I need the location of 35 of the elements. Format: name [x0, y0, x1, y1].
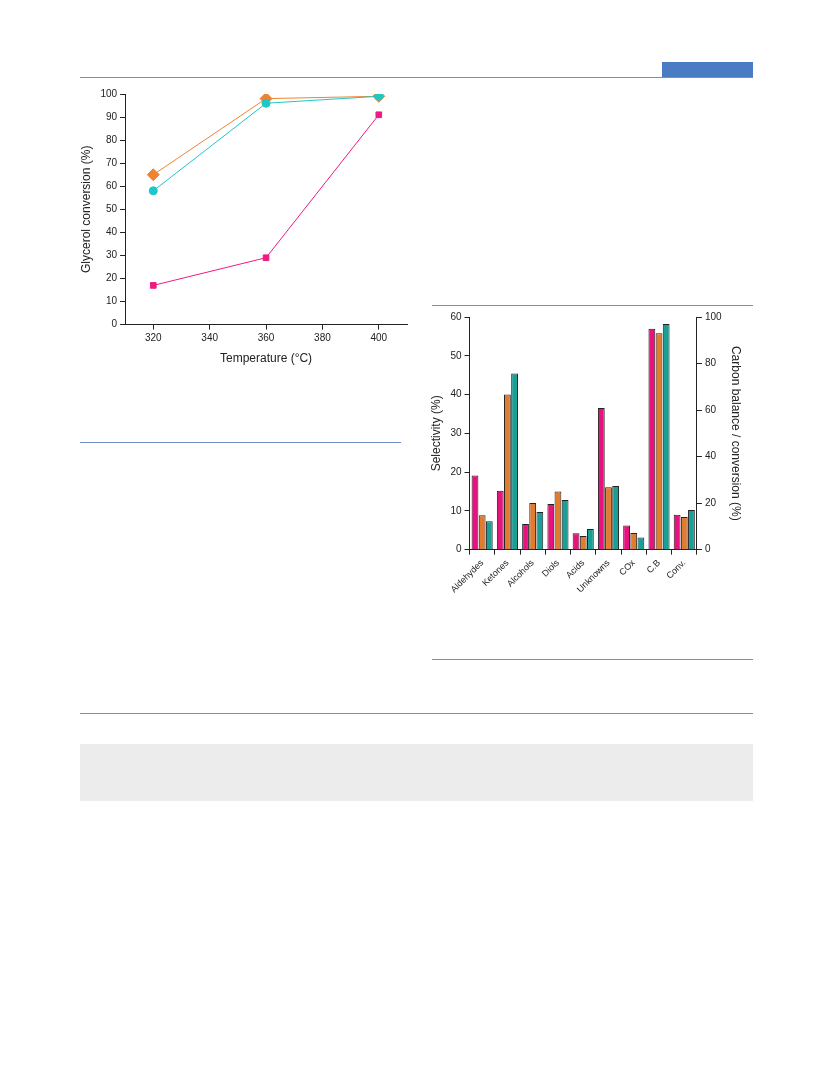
y-tick-label: 60 — [450, 310, 462, 322]
y2-axis-title: Carbon balance / conversion (%) — [729, 345, 744, 521]
x-tick-label: COx — [617, 557, 638, 578]
y-tick-label: 50 — [105, 203, 118, 215]
x-tick-label: 360 — [257, 332, 275, 344]
y-tick-label: 10 — [450, 504, 462, 516]
y-tick-label: 40 — [105, 226, 118, 238]
x-tick-label: 320 — [144, 332, 163, 344]
y-tick-label: 100 — [100, 87, 118, 99]
y2-tick-label: 0 — [704, 543, 711, 555]
y-tick-label: 80 — [105, 133, 118, 145]
y-axis-title: Glycerol conversion (%) — [78, 145, 93, 273]
x-tick-label: C.B — [644, 557, 663, 576]
x-tick-label: 400 — [370, 332, 388, 344]
x-tick-label: 380 — [314, 332, 332, 344]
y2-tick-label: 40 — [704, 450, 717, 462]
y2-tick-label: 80 — [704, 357, 717, 369]
y2-tick-label: 20 — [704, 496, 717, 508]
y-tick-label: 40 — [450, 388, 462, 400]
y2-tick-label: 100 — [704, 310, 723, 322]
y2-tick-label: 60 — [704, 403, 717, 415]
y-tick-label: 90 — [105, 110, 118, 122]
y-tick-label: 60 — [105, 179, 118, 191]
y-tick-label: 70 — [105, 156, 118, 168]
x-tick-label: 340 — [201, 332, 219, 344]
y-tick-label: 10 — [105, 295, 118, 307]
y-tick-label: 20 — [450, 465, 462, 477]
y-tick-label: 0 — [455, 543, 462, 555]
y-tick-label: 30 — [450, 427, 462, 439]
y-tick-label: 30 — [105, 249, 118, 261]
y-tick-label: 50 — [450, 349, 462, 361]
y-axis-title: Selectivity (%) — [428, 395, 443, 472]
x-axis-title: Temperature (°C) — [219, 351, 313, 366]
y-tick-label: 20 — [105, 272, 118, 284]
y-tick-label: 0 — [111, 318, 118, 330]
